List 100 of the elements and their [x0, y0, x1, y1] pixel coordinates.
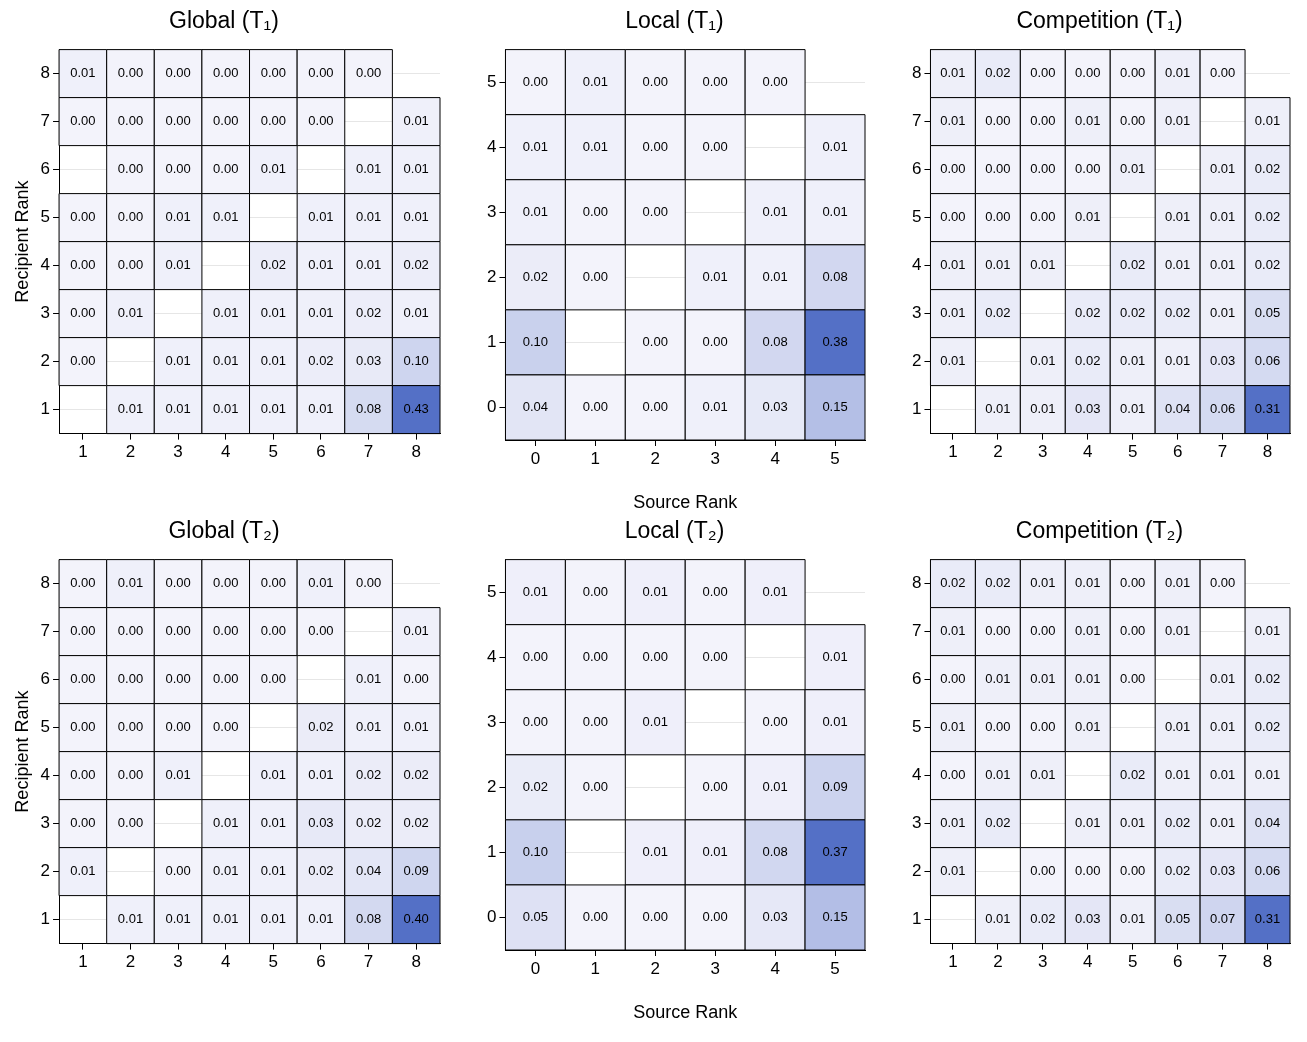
data-label: 0.01 [762, 268, 788, 284]
data-label: 0.00 [1120, 65, 1146, 81]
data-label: 0.01 [940, 113, 966, 129]
data-label: 0.07 [1209, 911, 1236, 927]
y-tick-label: 1 [40, 399, 51, 419]
y-tick-label: 7 [40, 621, 51, 641]
data-label: 0.01 [260, 767, 286, 783]
data-label: 0.01 [213, 305, 239, 321]
x-tick-label: 0 [530, 958, 541, 978]
x-tick-label: 5 [1127, 952, 1138, 972]
x-tick-label: 2 [993, 952, 1003, 972]
data-label: 0.00 [985, 209, 1011, 225]
data-label: 0.00 [165, 161, 191, 177]
data-label: 0.00 [985, 161, 1011, 177]
data-label: 0.01 [762, 203, 788, 219]
data-label: 0.01 [403, 161, 429, 177]
data-label: 0.01 [403, 113, 429, 129]
data-label: 0.02 [1164, 863, 1191, 879]
data-label: 0.01 [1075, 815, 1101, 831]
data-label: 0.00 [260, 575, 286, 591]
data-label: 0.01 [940, 305, 966, 321]
data-label: 0.01 [260, 305, 286, 321]
data-label: 0.01 [1164, 719, 1191, 735]
data-label: 0.01 [260, 353, 286, 369]
data-label: 0.01 [522, 583, 549, 599]
data-label: 0.00 [403, 671, 429, 687]
data-label: 0.00 [308, 65, 334, 81]
data-label: 0.01 [940, 815, 966, 831]
data-label: 0.00 [117, 113, 144, 129]
data-label: 0.01 [1164, 257, 1191, 273]
data-label: 0.03 [1075, 911, 1101, 927]
data-label: 0.00 [1030, 623, 1056, 639]
data-label: 0.10 [522, 843, 549, 859]
data-label: 0.01 [1030, 401, 1056, 417]
data-label: 0.02 [1254, 257, 1281, 273]
data-label: 0.08 [762, 333, 788, 349]
data-label: 0.00 [642, 73, 668, 89]
y-tick-label: 8 [40, 573, 51, 593]
data-label: 0.00 [70, 623, 96, 639]
data-label: 0.02 [985, 815, 1011, 831]
data-label: 0.00 [582, 778, 608, 794]
data-label: 0.01 [70, 65, 96, 81]
data-label: 0.06 [1254, 353, 1281, 369]
data-label: 0.01 [355, 719, 382, 735]
data-label: 0.01 [822, 648, 848, 664]
y-tick-label: 0 [486, 907, 497, 927]
data-label: 0.01 [213, 863, 239, 879]
data-label: 0.02 [1030, 911, 1056, 927]
data-label: 0.01 [1030, 575, 1056, 591]
data-label: 0.00 [702, 909, 728, 925]
data-label: 0.00 [582, 268, 608, 284]
data-label: 0.01 [940, 353, 966, 369]
data-label: 0.01 [1120, 911, 1146, 927]
y-tick-label: 4 [911, 765, 922, 785]
y-tick-label: 2 [486, 777, 497, 797]
data-label: 0.00 [1075, 65, 1101, 81]
data-label: 0.02 [1075, 353, 1101, 369]
data-label: 0.01 [702, 268, 728, 284]
data-label: 0.00 [213, 671, 239, 687]
x-tick-label: 3 [710, 448, 720, 468]
data-label: 0.05 [1254, 305, 1281, 321]
data-label: 0.01 [260, 863, 286, 879]
data-label: 0.01 [117, 911, 144, 927]
data-label: 0.01 [355, 257, 382, 273]
data-label: 0.01 [1164, 113, 1191, 129]
data-label: 0.01 [260, 911, 286, 927]
x-tick-label: 7 [363, 442, 374, 462]
data-label: 0.01 [117, 401, 144, 417]
data-label: 0.08 [355, 401, 382, 417]
x-axis-title: Source Rank [633, 1002, 739, 1023]
data-label: 0.00 [117, 257, 144, 273]
data-label: 0.00 [213, 623, 239, 639]
data-label: 0.02 [308, 353, 334, 369]
y-tick-label: 2 [40, 351, 51, 371]
data-label: 0.02 [1254, 719, 1281, 735]
y-tick-label: 8 [911, 63, 922, 83]
x-tick-label: 4 [1083, 442, 1093, 462]
data-label: 0.00 [702, 778, 728, 794]
data-label: 0.08 [822, 268, 848, 284]
data-label: 0.01 [165, 209, 191, 225]
data-label: 0.00 [70, 257, 96, 273]
data-label: 0.02 [403, 815, 429, 831]
chart-title: Global (T₂) [168, 517, 280, 544]
y-tick-label: 1 [911, 909, 922, 929]
data-label: 0.06 [1254, 863, 1281, 879]
y-tick-label: 7 [911, 111, 922, 131]
data-label: 0.00 [260, 65, 286, 81]
data-label: 0.00 [582, 909, 608, 925]
data-label: 0.01 [1209, 719, 1236, 735]
data-label: 0.01 [1164, 767, 1191, 783]
x-tick-label: 3 [1038, 952, 1048, 972]
data-label: 0.01 [642, 843, 668, 859]
data-label: 0.01 [117, 305, 144, 321]
y-tick-label: 4 [40, 255, 51, 275]
data-label: 0.15 [822, 909, 848, 925]
data-label: 0.01 [1030, 257, 1056, 273]
data-label: 0.03 [1209, 353, 1236, 369]
data-label: 0.00 [1030, 209, 1056, 225]
data-label: 0.02 [1120, 305, 1146, 321]
data-label: 0.01 [1164, 353, 1191, 369]
